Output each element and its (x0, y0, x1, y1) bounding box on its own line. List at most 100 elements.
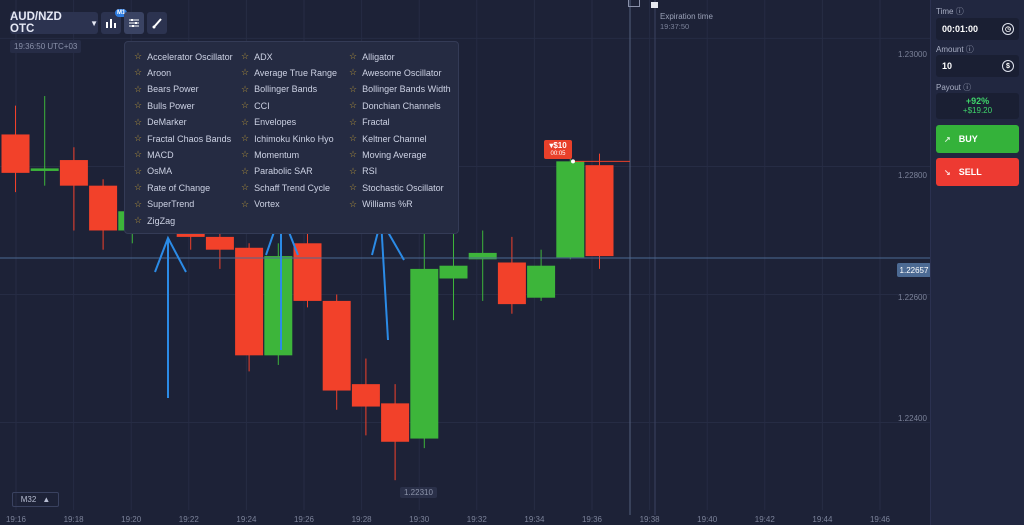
indicator-item[interactable]: ☆ Schaff Trend Cycle (241, 182, 330, 193)
indicator-item[interactable]: ☆ Stochastic Oscillator (349, 182, 444, 193)
star-icon[interactable]: ☆ (134, 133, 143, 143)
indicator-item[interactable]: ☆ SuperTrend (134, 199, 194, 210)
candle-body (59, 160, 88, 186)
indicator-item[interactable]: ☆ Alligator (349, 51, 395, 62)
chevron-up-icon: ▲ (42, 495, 51, 504)
star-icon[interactable]: ☆ (241, 100, 250, 111)
candle (585, 153, 614, 269)
time-tick: 19:42 (754, 515, 775, 524)
star-icon[interactable]: ☆ (241, 133, 250, 143)
star-icon[interactable]: ☆ (241, 165, 250, 176)
indicator-item[interactable]: ☆ Moving Average (349, 149, 426, 160)
star-icon[interactable]: ☆ (241, 182, 250, 193)
candle-body (1, 134, 30, 173)
asset-selector-button[interactable]: AUD/NZD OTC ▼ (10, 11, 98, 35)
star-icon[interactable]: ☆ (349, 133, 358, 143)
candle (527, 249, 556, 301)
timeframe-button[interactable]: M32 ▲ (12, 492, 59, 507)
star-icon[interactable]: ☆ (349, 51, 358, 61)
star-icon[interactable]: ☆ (134, 165, 143, 176)
amount-label: Amount ⓘ (936, 45, 974, 54)
indicator-item[interactable]: ☆ Envelopes (241, 117, 296, 128)
star-icon[interactable]: ☆ (349, 67, 358, 78)
star-icon[interactable]: ☆ (241, 67, 250, 78)
indicator-item[interactable]: ☆ Bollinger Bands Width (349, 84, 451, 95)
star-icon[interactable]: ☆ (134, 182, 143, 193)
star-icon[interactable]: ☆ (241, 149, 250, 160)
star-icon[interactable]: ☆ (241, 83, 250, 94)
indicator-label: ZigZag (147, 215, 176, 226)
dollar-icon[interactable]: $ (1002, 60, 1014, 72)
indicator-item[interactable]: ☆ Ichimoku Kinko Hyo (241, 133, 334, 144)
star-icon[interactable]: ☆ (349, 100, 358, 111)
star-icon[interactable]: ☆ (134, 100, 143, 111)
indicator-item[interactable]: ☆ ZigZag (134, 215, 175, 226)
sell-label: SELL (958, 167, 982, 177)
indicator-item[interactable]: ☆ OsMA (134, 166, 172, 177)
star-icon[interactable]: ☆ (241, 198, 250, 209)
star-icon[interactable]: ☆ (349, 182, 358, 193)
indicator-item[interactable]: ☆ RSI (349, 166, 377, 177)
star-icon[interactable]: ☆ (134, 198, 143, 209)
indicator-item[interactable]: ☆ Williams %R (349, 199, 413, 210)
indicator-item[interactable]: ☆ Average True Range (241, 67, 337, 78)
indicator-label: Bollinger Bands Width (362, 84, 451, 95)
indicator-item[interactable]: ☆ Fractal (349, 117, 390, 128)
time-label: Time ⓘ (936, 7, 964, 16)
indicator-label: SuperTrend (147, 199, 195, 210)
indicator-item[interactable]: ☆ Fractal Chaos Bands (134, 133, 231, 144)
candle-body (322, 300, 351, 391)
sell-button[interactable]: ↘ SELL (936, 158, 1019, 186)
star-icon[interactable]: ☆ (349, 116, 358, 127)
star-icon[interactable]: ☆ (349, 198, 358, 209)
time-input[interactable]: 00:01:00 ◷ (936, 18, 1019, 40)
indicator-item[interactable]: ☆ Vortex (241, 199, 280, 210)
star-icon[interactable]: ☆ (134, 83, 143, 94)
indicator-label: Rate of Change (147, 182, 211, 193)
indicator-item[interactable]: ☆ Aroon (134, 67, 171, 78)
expiration-label: Expiration time (660, 12, 713, 21)
star-icon[interactable]: ☆ (349, 149, 358, 160)
indicator-item[interactable]: ☆ CCI (241, 100, 270, 111)
indicator-label: Awesome Oscillator (362, 67, 442, 78)
star-icon[interactable]: ☆ (134, 149, 143, 160)
indicator-item[interactable]: ☆ Bears Power (134, 84, 199, 95)
indicator-item[interactable]: ☆ ADX (241, 51, 273, 62)
star-icon[interactable]: ☆ (134, 51, 143, 61)
drawing-tools-button[interactable] (147, 12, 167, 34)
chart-top-marker (628, 0, 640, 7)
amount-input[interactable]: 10 $ (936, 55, 1019, 77)
indicator-item[interactable]: ☆ Donchian Channels (349, 100, 441, 111)
time-tick: 19:38 (639, 515, 660, 524)
star-icon[interactable]: ☆ (241, 51, 250, 61)
indicator-item[interactable]: ☆ Parabolic SAR (241, 166, 313, 177)
star-icon[interactable]: ☆ (349, 165, 358, 176)
indicator-item[interactable]: ☆ MACD (134, 149, 174, 160)
star-icon[interactable]: ☆ (134, 67, 143, 78)
indicator-item[interactable]: ☆ Bulls Power (134, 100, 195, 111)
time-tick: 19:18 (63, 515, 84, 524)
indicator-item[interactable]: ☆ Awesome Oscillator (349, 67, 441, 78)
star-icon[interactable]: ☆ (241, 116, 250, 127)
bar-chart-icon (106, 19, 116, 28)
buy-button[interactable]: ↗ BUY (936, 125, 1019, 153)
chevron-down-icon: ▼ (90, 18, 98, 28)
clock-icon[interactable]: ◷ (1002, 23, 1014, 35)
indicator-label: Stochastic Oscillator (362, 182, 444, 193)
indicator-label: Bulls Power (147, 100, 195, 111)
indicator-item[interactable]: ☆ Keltner Channel (349, 133, 427, 144)
star-icon[interactable]: ☆ (134, 116, 143, 127)
indicator-item[interactable]: ☆ Bollinger Bands (241, 84, 317, 95)
indicator-item[interactable]: ☆ Accelerator Oscillator (134, 51, 233, 62)
indicators-button[interactable] (124, 12, 144, 34)
indicator-item[interactable]: ☆ Rate of Change (134, 182, 210, 193)
payout-label: Payout ⓘ (936, 83, 972, 92)
star-icon[interactable]: ☆ (134, 215, 143, 225)
indicator-item[interactable]: ☆ DeMarker (134, 117, 187, 128)
star-icon[interactable]: ☆ (349, 83, 358, 94)
trade-marker[interactable]: ▾$10 00:05 (544, 140, 572, 159)
chart-type-button[interactable] (101, 12, 121, 34)
indicator-item[interactable]: ☆ Momentum (241, 149, 299, 160)
chart-area[interactable]: Expiration time 19:37:50 AUD/NZD OTC ▼ M… (0, 0, 930, 525)
candle-body (89, 185, 118, 231)
